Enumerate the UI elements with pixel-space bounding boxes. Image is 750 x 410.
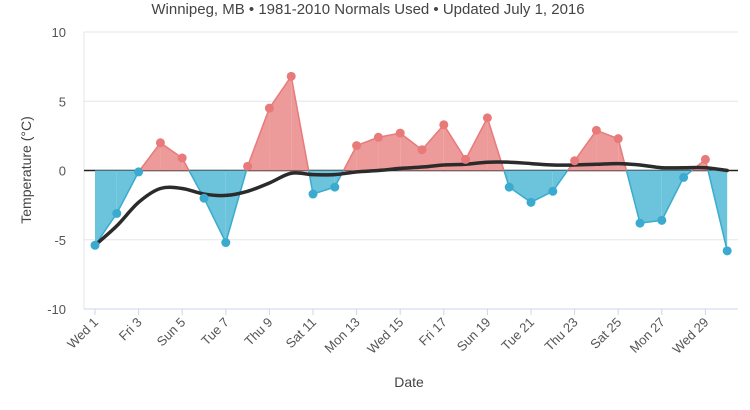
below-normal-line (225, 170, 248, 243)
above-normal-area (574, 130, 597, 171)
data-point (591, 125, 601, 135)
x-tick-label: Mon 27 (627, 315, 668, 356)
below-normal-line (203, 197, 227, 243)
y-tick-label: 5 (59, 94, 66, 109)
data-point (570, 156, 580, 166)
data-point (286, 71, 296, 81)
y-tick-label: -10 (47, 302, 66, 317)
data-point (526, 197, 536, 207)
data-point (417, 145, 427, 155)
y-tick-label: 0 (59, 164, 66, 179)
x-tick-label: Tue 21 (498, 315, 537, 354)
data-point (461, 154, 471, 164)
above-normal-line (573, 129, 598, 162)
x-tick-label: Thu 9 (241, 315, 275, 349)
x-tick-label: Thu 23 (541, 315, 580, 354)
x-tick-label: Wed 29 (669, 315, 711, 357)
data-point (613, 134, 623, 144)
above-normal-area (422, 124, 444, 171)
above-normal-area (465, 117, 488, 171)
below-normal-area (640, 170, 662, 224)
data-point (635, 218, 645, 228)
above-normal-line (139, 142, 162, 171)
data-point (112, 208, 122, 218)
x-tick-label: Tue 7 (198, 315, 232, 349)
above-normal-area (356, 137, 379, 171)
below-normal-area (95, 170, 117, 246)
data-point (221, 238, 231, 248)
data-point (679, 172, 689, 182)
above-normal-line (246, 107, 271, 167)
y-axis-ticks: 10 5 0 -5 -10 (47, 25, 66, 317)
data-point (134, 167, 144, 177)
x-axis-ticks: Wed 1 Fri 3 Sun 5 Tue 7 Thu 9 Sat 11 Mon 13 Wed… (64, 309, 712, 357)
below-normal-line (661, 177, 685, 221)
above-normal-line (464, 117, 489, 160)
data-point (700, 154, 710, 164)
below-normal-area (661, 170, 684, 221)
above-normal-area (487, 117, 504, 171)
above-normal-line (399, 132, 423, 151)
data-points (90, 71, 732, 256)
data-point (264, 103, 274, 113)
y-axis-title: Temperature (°C) (18, 116, 34, 224)
above-normal-area (269, 76, 292, 171)
x-tick-label: Mon 13 (321, 315, 362, 356)
above-normal-area (378, 133, 401, 171)
below-normal-area (509, 170, 531, 203)
data-point (548, 186, 558, 196)
data-point (90, 240, 100, 250)
data-point (155, 138, 165, 148)
data-point (373, 132, 383, 142)
data-point (308, 189, 318, 199)
above-normal-area (400, 133, 422, 171)
trend-line-path (93, 160, 729, 248)
x-tick-label: Sun 19 (454, 315, 494, 355)
data-point (352, 141, 362, 151)
y-tick-label: -5 (54, 233, 66, 248)
data-point (482, 113, 492, 123)
x-tick-label: Sun 5 (154, 315, 189, 350)
data-point (439, 120, 449, 130)
data-point (504, 182, 514, 192)
data-point (395, 128, 405, 138)
data-point (657, 215, 667, 225)
above-normal-line (268, 75, 292, 109)
below-normal-line (116, 171, 140, 214)
above-normal-area (443, 124, 466, 171)
below-normal-area (531, 170, 553, 203)
y-tick-label: 10 (52, 25, 66, 40)
x-axis-title: Date (394, 374, 424, 390)
above-normal-line (342, 145, 358, 171)
data-point (199, 193, 209, 203)
below-normal-area (204, 170, 226, 243)
x-tick-label: Sat 25 (587, 315, 624, 352)
above-normal-area (596, 130, 619, 171)
trend-line (93, 160, 729, 248)
below-normal-line (625, 170, 641, 224)
x-tick-label: Wed 1 (64, 315, 101, 352)
x-tick-label: Wed 15 (364, 315, 406, 357)
x-tick-label: Fri 3 (116, 315, 145, 344)
below-normal-line (707, 170, 728, 252)
above-normal-area (160, 142, 183, 171)
chart-subtitle: Winnipeg, MB • 1981-2010 Normals Used • … (151, 1, 584, 18)
data-point (722, 246, 732, 256)
above-normal-line (421, 124, 445, 151)
above-normal-line (290, 76, 310, 171)
data-point (330, 182, 340, 192)
data-point (243, 161, 253, 171)
x-tick-label: Sat 11 (283, 315, 320, 352)
data-point (177, 153, 187, 163)
above-normal-line (443, 124, 467, 160)
x-tick-label: Fri 17 (416, 315, 450, 349)
